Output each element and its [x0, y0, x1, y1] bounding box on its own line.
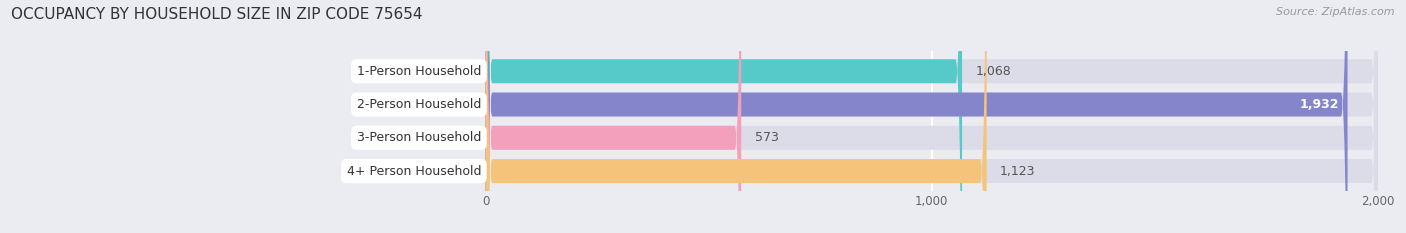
FancyBboxPatch shape [485, 0, 987, 233]
Text: 2-Person Household: 2-Person Household [357, 98, 481, 111]
FancyBboxPatch shape [485, 0, 1378, 233]
Text: Source: ZipAtlas.com: Source: ZipAtlas.com [1277, 7, 1395, 17]
Text: 3-Person Household: 3-Person Household [357, 131, 481, 144]
FancyBboxPatch shape [485, 0, 1347, 233]
Text: 4+ Person Household: 4+ Person Household [347, 164, 481, 178]
Text: 1,068: 1,068 [976, 65, 1011, 78]
Text: 1,932: 1,932 [1299, 98, 1339, 111]
Text: OCCUPANCY BY HOUSEHOLD SIZE IN ZIP CODE 75654: OCCUPANCY BY HOUSEHOLD SIZE IN ZIP CODE … [11, 7, 423, 22]
FancyBboxPatch shape [485, 0, 741, 233]
FancyBboxPatch shape [485, 0, 1378, 233]
FancyBboxPatch shape [485, 0, 962, 233]
FancyBboxPatch shape [485, 0, 1378, 233]
Text: 1-Person Household: 1-Person Household [357, 65, 481, 78]
FancyBboxPatch shape [485, 0, 1378, 233]
Text: 573: 573 [755, 131, 779, 144]
Text: 1,123: 1,123 [1000, 164, 1035, 178]
